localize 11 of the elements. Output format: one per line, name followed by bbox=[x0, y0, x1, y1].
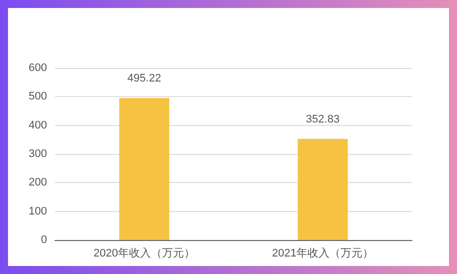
y-tick-label: 200 bbox=[28, 176, 47, 189]
y-tick-label: 400 bbox=[28, 119, 47, 132]
y-tick-label: 600 bbox=[28, 62, 47, 74]
x-tick-label: 2020年收入（万元） bbox=[94, 246, 195, 260]
x-tick-label: 2021年收入（万元） bbox=[272, 246, 374, 260]
y-tick-label: 500 bbox=[28, 90, 47, 103]
y-tick-label: 0 bbox=[40, 234, 47, 246]
y-tick-label: 300 bbox=[28, 148, 47, 160]
y-tick-label: 100 bbox=[28, 205, 47, 218]
data-label: 495.22 bbox=[127, 72, 162, 85]
data-label: 352.83 bbox=[306, 113, 340, 126]
